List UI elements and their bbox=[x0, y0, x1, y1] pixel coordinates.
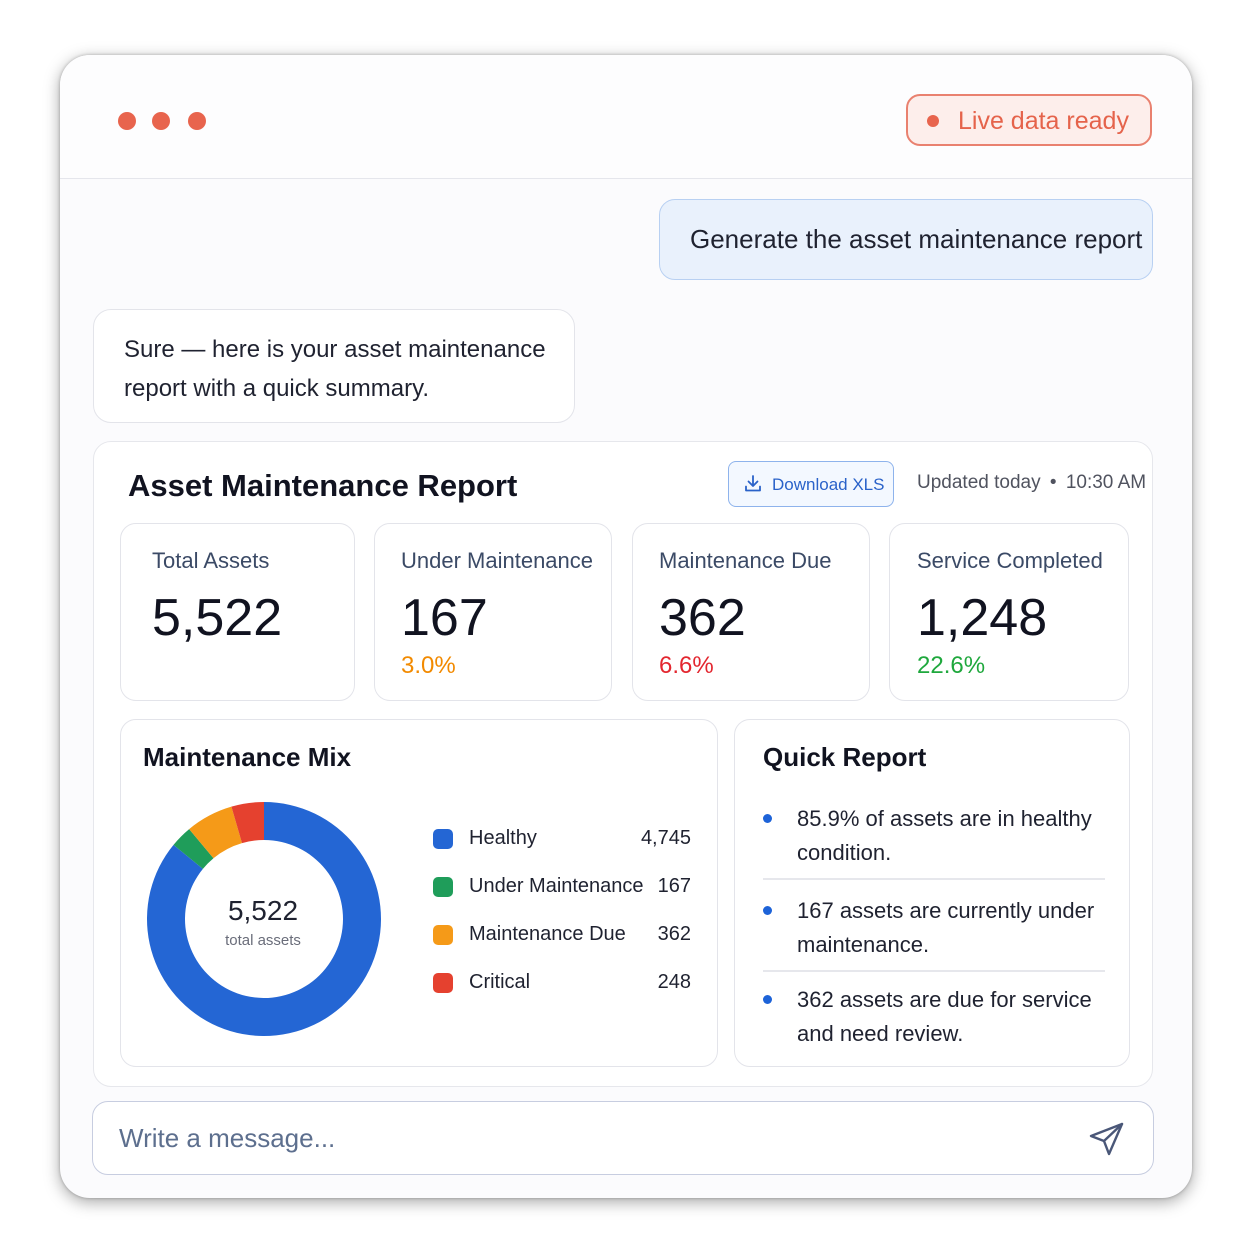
kpi-card-under-maintenance: Under Maintenance 167 3.0% bbox=[374, 523, 612, 701]
legend-item-healthy: Healthy 4,745 bbox=[433, 825, 691, 855]
kpi-label: Maintenance Due bbox=[659, 548, 832, 573]
bullet-icon bbox=[763, 995, 772, 1004]
legend-swatch bbox=[433, 925, 453, 945]
quick-report-panel: Quick Report 85.9% of assets are in heal… bbox=[734, 719, 1130, 1067]
updated-separator: • bbox=[1049, 472, 1057, 493]
window-dot-1[interactable] bbox=[118, 112, 136, 130]
legend-swatch bbox=[433, 973, 453, 993]
divider bbox=[763, 878, 1105, 880]
download-label: Download XLS bbox=[772, 475, 885, 494]
maintenance-mix-panel: Maintenance Mix 5,522 total assets Healt… bbox=[120, 719, 718, 1067]
updated-timestamp: Updated today • 10:30 AM bbox=[917, 472, 1146, 494]
kpi-value: 1,248 bbox=[917, 589, 1048, 647]
user-message-text: Generate the asset maintenance report bbox=[690, 224, 1143, 254]
donut-center-label: total assets bbox=[225, 932, 301, 949]
divider bbox=[763, 970, 1105, 972]
live-badge-label: Live data ready bbox=[958, 107, 1129, 135]
live-data-badge: Live data ready bbox=[906, 94, 1152, 146]
donut-segment-maintenance-due bbox=[189, 806, 243, 859]
assistant-message-bubble: Sure — here is your asset maintenance re… bbox=[93, 309, 575, 423]
updated-label: Updated today bbox=[917, 472, 1041, 493]
kpi-label: Under Maintenance bbox=[401, 548, 594, 573]
legend-item-maintenance-due: Maintenance Due 362 bbox=[433, 921, 691, 951]
report-card: Asset Maintenance Report Download XLS Up… bbox=[93, 441, 1153, 1087]
user-message-bubble: Generate the asset maintenance report bbox=[659, 199, 1153, 280]
kpi-percent: 3.0% bbox=[401, 652, 456, 679]
legend-value: 167 bbox=[657, 875, 691, 897]
legend-label: Under Maintenance bbox=[469, 875, 644, 897]
maintenance-mix-title: Maintenance Mix bbox=[143, 742, 352, 772]
live-dot-icon bbox=[927, 115, 939, 127]
quick-report-title: Quick Report bbox=[763, 742, 927, 772]
legend-label: Healthy bbox=[469, 827, 537, 849]
kpi-value: 362 bbox=[659, 589, 746, 647]
donut-segment-critical bbox=[231, 802, 264, 844]
window-dot-2[interactable] bbox=[152, 112, 170, 130]
report-title: Asset Maintenance Report bbox=[128, 468, 518, 503]
kpi-label: Service Completed bbox=[917, 548, 1103, 573]
kpi-percent: 22.6% bbox=[917, 652, 986, 679]
bullet-icon bbox=[763, 906, 772, 915]
kpi-value: 5,522 bbox=[152, 589, 283, 647]
legend-label: Maintenance Due bbox=[469, 923, 626, 945]
download-icon bbox=[745, 475, 761, 492]
legend-value: 4,745 bbox=[640, 827, 691, 849]
assistant-message-text: Sure — here is your asset maintenance re… bbox=[124, 336, 546, 402]
legend-item-under-maintenance: Under Maintenance 167 bbox=[433, 873, 691, 903]
window-dot-3[interactable] bbox=[188, 112, 206, 130]
download-xls-button[interactable]: Download XLS bbox=[728, 461, 894, 507]
donut-segment-under-maintenance bbox=[173, 829, 214, 869]
kpi-value: 167 bbox=[401, 589, 488, 647]
legend-value: 362 bbox=[657, 923, 691, 945]
legend-label: Critical bbox=[469, 971, 531, 993]
quick-report-text: 85.9% of assets are in healthy condition… bbox=[797, 806, 1092, 865]
updated-time: 10:30 AM bbox=[1065, 472, 1147, 493]
bullet-icon bbox=[763, 814, 772, 823]
legend-value: 248 bbox=[657, 971, 691, 993]
donut-center-value: 5,522 bbox=[227, 895, 299, 926]
quick-report-text: 362 assets are due for service and need … bbox=[797, 987, 1092, 1046]
donut-segment-healthy bbox=[147, 802, 382, 1036]
legend-swatch bbox=[433, 877, 453, 897]
kpi-percent: 6.6% bbox=[659, 652, 714, 679]
kpi-card-service-completed: Service Completed 1,248 22.6% bbox=[889, 523, 1129, 701]
legend-swatch bbox=[433, 829, 453, 849]
maintenance-donut-chart bbox=[147, 802, 382, 1036]
title-bar: Live data ready bbox=[60, 55, 1192, 179]
legend-item-critical: Critical 248 bbox=[433, 969, 691, 999]
chat-window: Live data ready Generate the asset maint… bbox=[60, 55, 1192, 1198]
kpi-card-total-assets: Total Assets 5,522 bbox=[120, 523, 355, 701]
kpi-card-maintenance-due: Maintenance Due 362 6.6% bbox=[632, 523, 870, 701]
message-composer bbox=[92, 1101, 1154, 1175]
send-icon[interactable] bbox=[1087, 1119, 1127, 1159]
message-input[interactable] bbox=[117, 1118, 1021, 1158]
quick-report-text: 167 assets are currently under maintenan… bbox=[797, 898, 1095, 957]
kpi-label: Total Assets bbox=[152, 548, 270, 573]
